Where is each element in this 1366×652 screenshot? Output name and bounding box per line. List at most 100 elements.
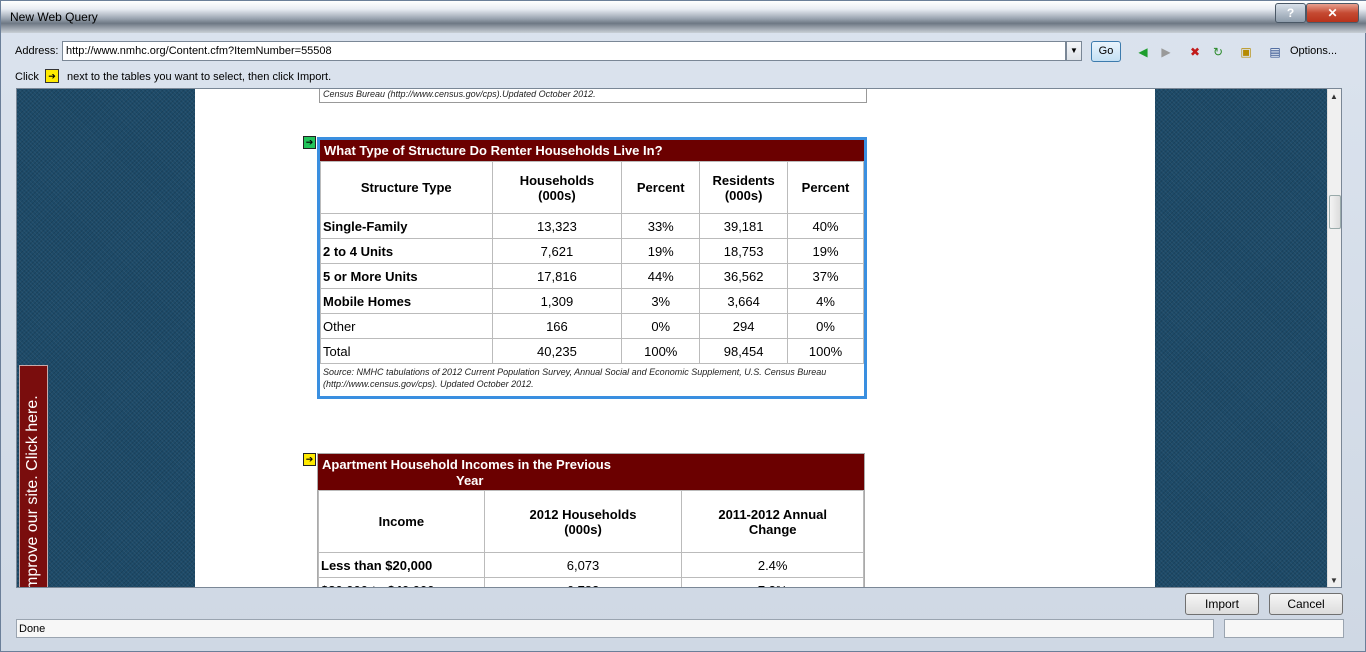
address-label: Address: bbox=[15, 45, 59, 57]
table-title: Apartment Household Incomes in the Previ… bbox=[318, 454, 864, 490]
table-cell: 18,753 bbox=[699, 238, 789, 264]
table-cell: 98,454 bbox=[699, 338, 789, 364]
page-background-right bbox=[1155, 89, 1327, 587]
column-header: Structure Type bbox=[320, 161, 493, 214]
table-title-line1: Apartment Household Incomes in the Previ… bbox=[322, 457, 611, 472]
stop-icon[interactable]: ✖ bbox=[1189, 45, 1201, 59]
title-bar: New Web Query ? ✕ bbox=[1, 1, 1366, 33]
column-header: Percent bbox=[787, 161, 864, 214]
table-row: Other 166 0% 294 0% bbox=[320, 313, 864, 339]
table-select-arrow[interactable]: ➔ bbox=[303, 453, 316, 466]
forward-icon[interactable]: ▶ bbox=[1161, 45, 1171, 59]
table-cell: 40,235 bbox=[491, 338, 623, 364]
page-content: Census Bureau (http://www.census.gov/cps… bbox=[195, 89, 1155, 587]
address-input[interactable]: http://www.nmhc.org/Content.cfm?ItemNumb… bbox=[62, 41, 1066, 61]
row-label: Mobile Homes bbox=[320, 288, 493, 314]
page-background-left bbox=[17, 89, 195, 587]
table-cell: 40% bbox=[787, 213, 864, 239]
web-page-view: mprove our site. Click here. Census Bure… bbox=[16, 88, 1342, 588]
table-cell: 36,562 bbox=[699, 263, 789, 289]
table-cell: 0% bbox=[787, 313, 864, 339]
table-title-line2: Year bbox=[456, 473, 484, 488]
structure-type-grid: Structure Type Households (000s) Percent Res… bbox=[320, 161, 864, 364]
structure-type-table[interactable]: What Type of Structure Do Renter Househo… bbox=[317, 137, 867, 399]
scroll-up-icon[interactable]: ▲ bbox=[1330, 92, 1338, 101]
column-header: 2012 Households (000s) bbox=[483, 490, 683, 553]
scroll-thumb[interactable] bbox=[1329, 195, 1341, 229]
go-button[interactable]: Go bbox=[1091, 41, 1121, 62]
table-select-arrow-selected[interactable]: ➔ bbox=[303, 136, 316, 149]
row-label: Less than $20,000 bbox=[318, 552, 485, 578]
row-label: 2 to 4 Units bbox=[320, 238, 493, 264]
table-cell: 44% bbox=[621, 263, 701, 289]
household-incomes-grid: Income 2012 Households (000s) 2011-2012 Ann… bbox=[318, 490, 864, 587]
table-row: Single-Family 13,323 33% 39,181 40% bbox=[320, 213, 864, 239]
instruction-click: Click bbox=[15, 71, 39, 83]
table-cell: 33% bbox=[621, 213, 701, 239]
row-label: $20,000 to $40,000 bbox=[318, 577, 485, 587]
table-row: Mobile Homes 1,309 3% 3,664 4% bbox=[320, 288, 864, 314]
feedback-tab-label: mprove our site. Click here. bbox=[24, 395, 41, 588]
status-bar-panel bbox=[1224, 619, 1344, 638]
table-source: Source: NMHC tabulations of 2012 Current… bbox=[323, 367, 827, 389]
table-header-row: Income 2012 Households (000s) 2011-2012 Ann… bbox=[318, 490, 864, 553]
column-header: 2011-2012 Annual Change bbox=[681, 490, 864, 553]
row-label: Other bbox=[320, 313, 493, 339]
table-cell: 6,782 bbox=[483, 577, 683, 587]
refresh-icon[interactable]: ↻ bbox=[1212, 45, 1224, 59]
table-cell: 100% bbox=[621, 338, 701, 364]
table-title: What Type of Structure Do Renter Househo… bbox=[320, 140, 864, 161]
column-header: Income bbox=[318, 490, 485, 553]
table-cell: 37% bbox=[787, 263, 864, 289]
feedback-side-tab[interactable]: mprove our site. Click here. bbox=[19, 365, 48, 588]
table-row: 5 or More Units 17,816 44% 36,562 37% bbox=[320, 263, 864, 289]
table-cell: 1,309 bbox=[491, 288, 623, 314]
household-incomes-table[interactable]: Apartment Household Incomes in the Previ… bbox=[317, 453, 865, 587]
table-cell: 39,181 bbox=[699, 213, 789, 239]
back-icon[interactable]: ◀ bbox=[1138, 45, 1148, 59]
column-header: Residents (000s) bbox=[699, 161, 789, 214]
instruction-rest: next to the tables you want to select, t… bbox=[67, 71, 332, 83]
address-dropdown-button[interactable]: ▼ bbox=[1066, 41, 1082, 61]
vertical-scrollbar[interactable]: ▲ ▼ bbox=[1327, 89, 1341, 587]
row-label: Total bbox=[320, 338, 493, 364]
cancel-button[interactable]: Cancel bbox=[1269, 593, 1343, 615]
table-cell: 4% bbox=[787, 288, 864, 314]
table-cell: 19% bbox=[787, 238, 864, 264]
table-row: Less than $20,000 6,073 2.4% bbox=[318, 552, 864, 578]
table-cell: 0% bbox=[621, 313, 701, 339]
table-cell: 19% bbox=[621, 238, 701, 264]
scroll-down-icon[interactable]: ▼ bbox=[1330, 576, 1338, 585]
close-button[interactable]: ✕ bbox=[1306, 3, 1359, 23]
table-header-row: Structure Type Households (000s) Percent Res… bbox=[320, 161, 864, 214]
help-button[interactable]: ? bbox=[1275, 3, 1306, 23]
table-cell: 3% bbox=[621, 288, 701, 314]
table-cell: 7.3% bbox=[681, 577, 864, 587]
table-row: 2 to 4 Units 7,621 19% 18,753 19% bbox=[320, 238, 864, 264]
table-row: Total 40,235 100% 98,454 100% bbox=[320, 338, 864, 364]
column-header: Percent bbox=[621, 161, 701, 214]
select-arrow-icon: ➔ bbox=[45, 69, 59, 83]
table-cell: 3,664 bbox=[699, 288, 789, 314]
table-cell: 166 bbox=[491, 313, 623, 339]
save-query-icon[interactable]: ▤ bbox=[1269, 45, 1281, 59]
column-header: Households (000s) bbox=[491, 161, 623, 214]
table-cell: 7,621 bbox=[491, 238, 623, 264]
hide-icons-icon[interactable]: ▣ bbox=[1240, 45, 1252, 59]
address-bar: Address: http://www.nmhc.org/Content.cfm… bbox=[1, 37, 1366, 65]
row-label: Single-Family bbox=[320, 213, 493, 239]
table-cell: 13,323 bbox=[491, 213, 623, 239]
options-button[interactable]: Options... bbox=[1290, 45, 1338, 57]
table-cell: 17,816 bbox=[491, 263, 623, 289]
status-bar: Done bbox=[16, 619, 1214, 638]
window-title: New Web Query bbox=[10, 10, 98, 24]
table-cell: 6,073 bbox=[483, 552, 683, 578]
row-label: 5 or More Units bbox=[320, 263, 493, 289]
table-cell: 294 bbox=[699, 313, 789, 339]
previous-table-source: Census Bureau (http://www.census.gov/cps… bbox=[319, 89, 867, 103]
table-cell: 100% bbox=[787, 338, 864, 364]
table-cell: 2.4% bbox=[681, 552, 864, 578]
import-button[interactable]: Import bbox=[1185, 593, 1259, 615]
